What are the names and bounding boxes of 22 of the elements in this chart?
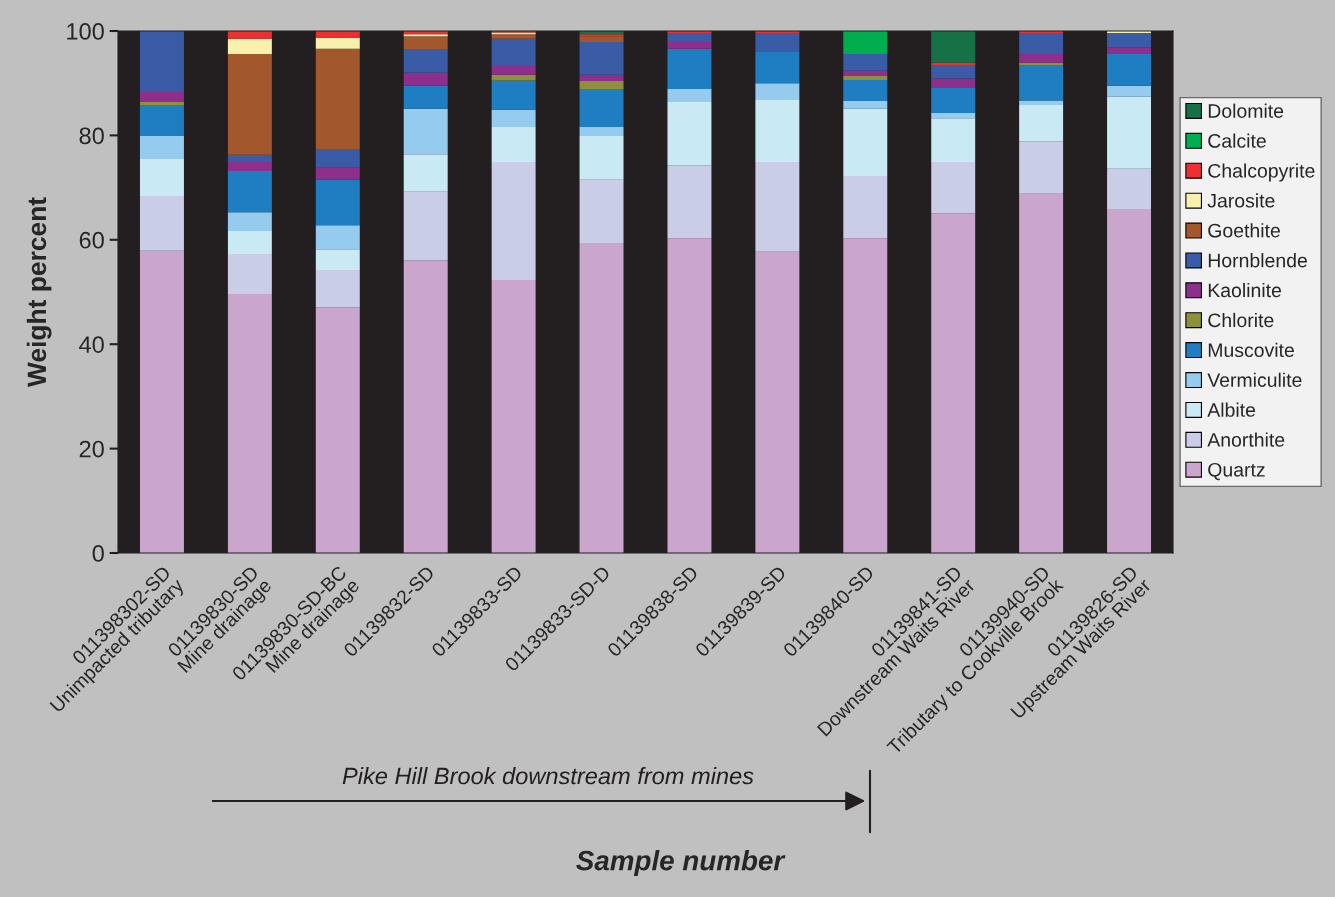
legend-label: Albite	[1207, 402, 1256, 417]
y-tick-label: 20	[79, 440, 104, 458]
legend-label: Goethite	[1208, 223, 1280, 238]
legend-label: Jarosite	[1207, 193, 1275, 208]
legend-label: Calcite	[1208, 133, 1266, 148]
legend-label: Quartz	[1208, 462, 1265, 481]
legend-label: Anorthite	[1207, 432, 1285, 447]
y-tick-label: 100	[67, 23, 104, 40]
legend-label: Chalcopyrite	[1208, 163, 1315, 182]
x-axis-title: Sample number	[576, 850, 786, 876]
y-axis-title: Weight percent	[26, 197, 52, 388]
legend-label: Vermiculite	[1207, 372, 1302, 387]
legend-label: Muscovite	[1208, 342, 1294, 358]
legend-label: Kaolinite	[1208, 282, 1281, 298]
y-tick-label: 40	[79, 336, 104, 353]
legend-label: Hornblende	[1208, 253, 1307, 268]
legend-label: Dolomite	[1208, 103, 1284, 118]
legend-label: Chlorite	[1208, 312, 1274, 328]
y-tick-label: 60	[79, 231, 104, 249]
y-tick-label: 80	[79, 127, 104, 145]
y-tick-label: 0	[92, 545, 104, 562]
text: Pike Hill Brook downstream from mines	[342, 766, 754, 785]
